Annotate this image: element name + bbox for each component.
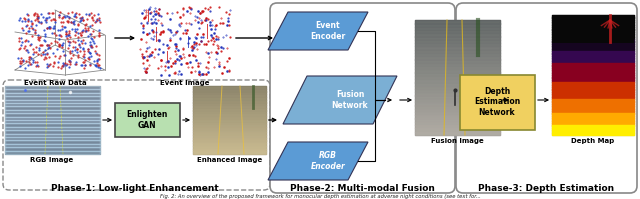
Bar [5,86,100,154]
Text: RGB
Encoder: RGB Encoder [310,151,346,171]
Text: Enlighten
GAN: Enlighten GAN [126,110,168,130]
Text: Phase-1: Low-light Enhancement: Phase-1: Low-light Enhancement [51,184,219,193]
Bar [193,86,266,154]
Text: Phase-2: Multi-modal Fusion: Phase-2: Multi-modal Fusion [289,184,435,193]
Polygon shape [268,12,368,50]
Bar [552,15,634,135]
Text: Fusion
Network: Fusion Network [332,90,368,110]
Text: Event
Encoder: Event Encoder [310,21,346,41]
Text: Fig. 2: An overview of the proposed framework for monocular depth estimation at : Fig. 2: An overview of the proposed fram… [159,194,481,199]
Bar [5,5,110,77]
FancyBboxPatch shape [270,3,455,193]
Text: Depth Map: Depth Map [572,138,614,144]
Bar [138,5,233,77]
Text: Depth
Estimation
Network: Depth Estimation Network [474,87,520,117]
Bar [460,75,535,130]
Polygon shape [283,76,397,124]
Text: RGB Image: RGB Image [30,157,74,163]
Bar [415,20,500,135]
Text: Phase-3: Depth Estimation: Phase-3: Depth Estimation [478,184,614,193]
FancyBboxPatch shape [3,80,270,190]
Text: Event Image: Event Image [160,80,210,86]
FancyBboxPatch shape [456,3,637,193]
Polygon shape [268,142,368,180]
Text: Event Raw Data: Event Raw Data [24,80,86,86]
Bar [115,103,180,137]
Bar [552,15,634,43]
Text: Fusion Image: Fusion Image [431,138,483,144]
Text: Enhanced Image: Enhanced Image [197,157,262,163]
